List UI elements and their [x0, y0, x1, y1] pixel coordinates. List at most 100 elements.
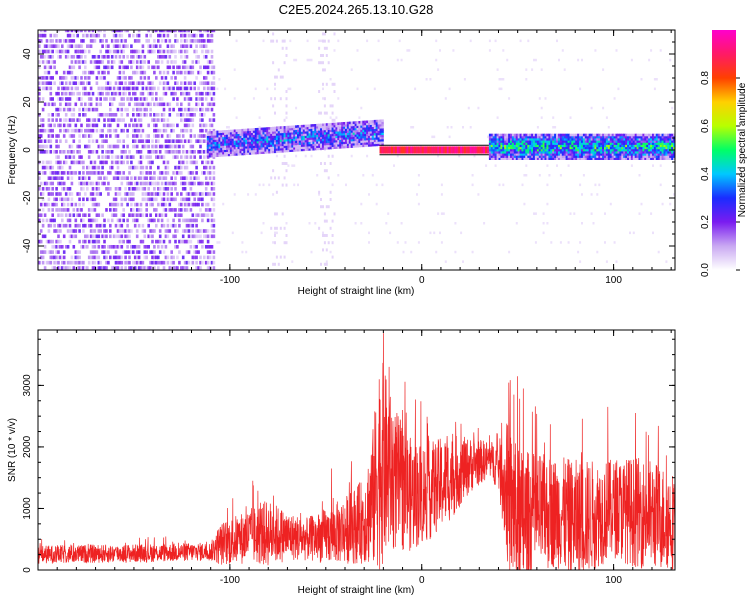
spectrogram-cell	[70, 113, 74, 117]
spectrogram-cell	[504, 155, 507, 158]
spectrogram-cell	[517, 155, 521, 158]
spectrogram-cell	[193, 107, 196, 112]
spectrogram-cell	[260, 129, 263, 133]
spectrogram-cell	[529, 153, 532, 156]
spectrogram-cell	[615, 142, 618, 145]
spectrogram-cell	[452, 49, 455, 52]
spectrogram-cell	[323, 127, 327, 131]
spectrogram-cell	[189, 218, 193, 223]
spectrogram-cell	[68, 65, 72, 70]
spectrogram-cell	[229, 149, 233, 152]
spectrogram-cell	[343, 124, 346, 127]
spectrogram-cell	[515, 138, 519, 141]
spectrogram-cell	[584, 135, 588, 139]
spectrogram-cell	[627, 151, 630, 154]
spectrogram-cell	[170, 123, 173, 128]
spectrogram-cell	[523, 148, 526, 152]
spectrogram-cell	[128, 171, 131, 175]
spectrogram-cell	[371, 120, 375, 123]
spectrogram-cell	[195, 202, 198, 207]
spectrogram-cell	[375, 202, 378, 206]
spectrogram-cell	[498, 140, 501, 143]
spectrogram-cell	[126, 192, 129, 196]
spectrogram-cell	[287, 145, 290, 148]
spectrogram-cell	[143, 60, 147, 64]
spectrogram-cell	[510, 151, 513, 154]
spectrogram-cell	[638, 146, 641, 150]
spectrogram-cell	[97, 239, 101, 244]
spectrogram-cell	[297, 133, 300, 137]
spectrogram-cell	[180, 55, 183, 59]
spectrogram-cell	[306, 143, 309, 147]
spectrogram-cell	[448, 146, 451, 154]
spectrogram-cell	[561, 138, 565, 141]
spectrogram-cell	[636, 146, 639, 150]
spectrogram-cell	[283, 126, 286, 129]
spectrogram-cell	[506, 138, 509, 141]
spectrogram-cell	[122, 171, 125, 175]
spectrogram-cell	[289, 132, 292, 135]
spectrogram-cell	[120, 197, 124, 202]
spectrogram-cell	[341, 122, 344, 125]
spectrogram-cell	[66, 70, 70, 75]
spectrogram-cell	[291, 147, 294, 150]
spectrogram-cell	[546, 133, 549, 137]
spectrogram-cell	[322, 129, 325, 133]
spectrogram-cell	[137, 118, 141, 122]
spectrogram-cell	[97, 55, 101, 59]
spectrogram-cell	[582, 148, 586, 152]
spectrogram-cell	[103, 223, 106, 228]
spectrogram-cell	[511, 140, 515, 143]
spectrogram-cell	[181, 229, 185, 233]
spectrogram-cell	[291, 125, 294, 129]
spectrogram-cell	[544, 140, 547, 143]
spectrogram-cell	[617, 148, 620, 152]
spectrogram-cell	[133, 49, 137, 54]
spectrogram-cell	[95, 102, 99, 107]
spectrogram-cell	[419, 146, 423, 154]
spectrogram-cell	[87, 70, 91, 75]
spectrogram-cell	[107, 49, 110, 54]
spectrogram-cell	[80, 266, 83, 270]
spectrogram-cell	[529, 138, 532, 141]
spectrogram-cell	[160, 176, 164, 180]
spectrogram-cell	[270, 131, 273, 134]
spectrogram-cell	[181, 144, 185, 149]
spectrogram-cell	[61, 97, 64, 101]
spectrogram-cell	[164, 176, 168, 180]
spectrogram-cell	[475, 146, 478, 154]
spectrogram-cell	[61, 245, 64, 249]
spectrogram-cell	[107, 70, 110, 75]
spectrogram-cell	[385, 146, 388, 154]
spectrogram-cell	[149, 155, 152, 159]
spectrogram-cell	[229, 129, 233, 133]
spectrogram-cell	[87, 171, 91, 175]
spectrogram-cell	[64, 223, 68, 228]
spectrogram-cell	[381, 132, 384, 135]
spectrogram-cell	[93, 239, 97, 244]
spectrogram-cell	[563, 146, 567, 150]
spectrogram-cell	[285, 130, 288, 133]
spectrogram-cell	[488, 153, 492, 156]
spectrogram-cell	[605, 153, 609, 156]
spectrogram-cell	[72, 113, 76, 117]
spectrogram-cell	[197, 213, 200, 217]
spectrogram-cell	[99, 260, 102, 265]
spectrogram-cell	[51, 76, 54, 80]
spectrogram-cell	[247, 130, 250, 134]
spectrogram-cell	[617, 144, 620, 148]
spectrogram-cell	[517, 151, 521, 154]
spectrogram-cell	[162, 113, 166, 117]
spectrogram-cell	[642, 144, 645, 148]
spectrogram-cell	[298, 140, 302, 143]
spectrogram-cell	[208, 137, 212, 141]
spectrogram-cell	[523, 157, 526, 160]
spectrogram-cell	[287, 140, 290, 144]
spectrogram-cell	[358, 121, 361, 124]
spectrogram-cell	[124, 30, 127, 33]
spectrogram-cell	[222, 143, 225, 146]
spectrogram-cell	[627, 157, 630, 160]
spectrogram-cell	[239, 129, 242, 132]
spectrogram-cell	[540, 144, 544, 148]
spectrogram-cell	[272, 150, 275, 154]
